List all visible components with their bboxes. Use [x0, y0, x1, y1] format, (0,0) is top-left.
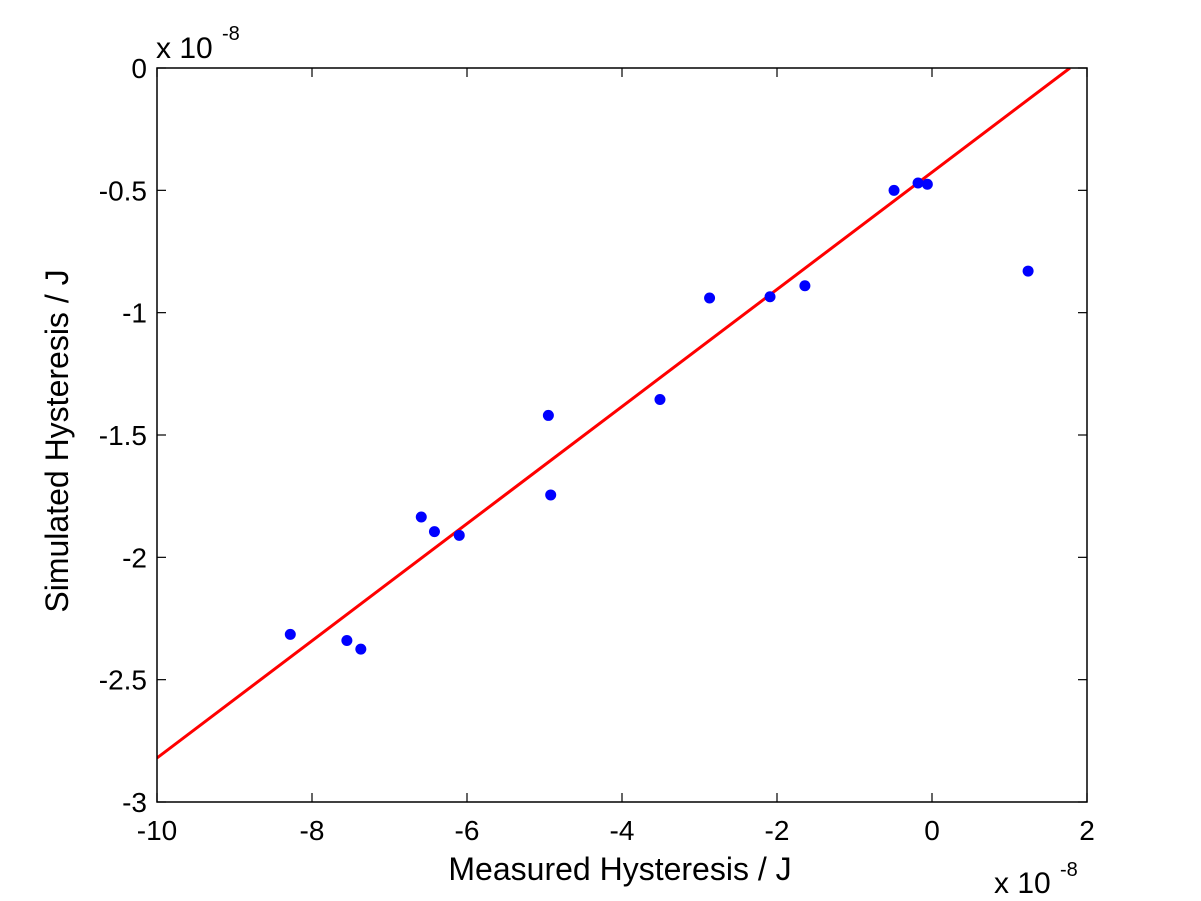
x-tick-label: -6	[455, 815, 480, 846]
x-multiplier-exponent: -8	[1060, 859, 1078, 881]
data-point	[428, 526, 440, 538]
y-multiplier-exponent: -8	[222, 23, 240, 45]
y-tick-label: 0	[131, 53, 147, 84]
data-point	[284, 628, 296, 640]
plot-area	[157, 68, 1087, 802]
x-tick-label: -8	[300, 815, 325, 846]
y-axis-multiplier: x 10 -8	[156, 23, 240, 65]
data-point	[764, 291, 776, 303]
data-point	[341, 635, 353, 647]
x-axis-multiplier: x 10 -8	[994, 859, 1078, 900]
y-tick-label: -3	[122, 787, 147, 818]
data-point	[453, 529, 465, 541]
data-point	[542, 409, 554, 421]
data-point	[355, 643, 367, 655]
data-point	[912, 177, 924, 189]
data-point	[799, 280, 811, 292]
data-point	[888, 184, 900, 196]
x-tick-label: -2	[765, 815, 790, 846]
x-tick-label: -4	[610, 815, 635, 846]
x-tick-label: 0	[924, 815, 940, 846]
data-point	[545, 489, 557, 501]
y-tick-label: -1	[122, 298, 147, 329]
y-tick-label: -2.5	[99, 665, 147, 696]
data-point	[654, 394, 666, 406]
data-point	[704, 292, 716, 304]
y-multiplier-base: x 10	[156, 32, 213, 65]
data-point	[921, 178, 933, 190]
data-point	[1022, 265, 1034, 277]
y-tick-label: -2	[122, 542, 147, 573]
x-tick-label: 2	[1079, 815, 1095, 846]
x-tick-label: -10	[137, 815, 177, 846]
data-point	[415, 511, 427, 523]
y-tick-label: -0.5	[99, 175, 147, 206]
y-tick-label: -1.5	[99, 420, 147, 451]
y-axis-label: Simulated Hysteresis / J	[39, 269, 75, 612]
x-axis-label: Measured Hysteresis / J	[448, 851, 791, 887]
x-multiplier-base: x 10	[994, 867, 1051, 900]
